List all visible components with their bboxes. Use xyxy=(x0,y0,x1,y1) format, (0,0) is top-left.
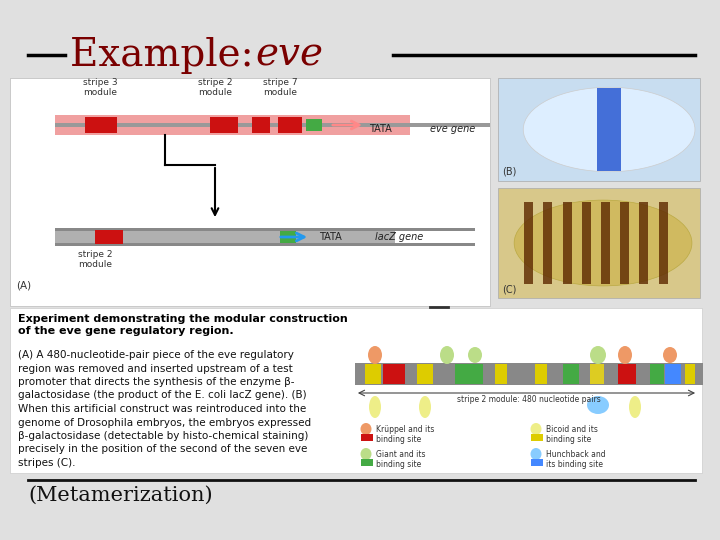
Bar xyxy=(650,364,664,384)
Bar xyxy=(361,434,373,441)
Bar xyxy=(85,117,117,133)
Ellipse shape xyxy=(440,346,454,364)
Ellipse shape xyxy=(531,423,541,435)
Text: TATA: TATA xyxy=(319,232,341,242)
Ellipse shape xyxy=(369,396,381,418)
Bar xyxy=(590,364,604,384)
Bar xyxy=(278,117,302,133)
Ellipse shape xyxy=(618,346,632,364)
Bar xyxy=(562,202,572,284)
Bar xyxy=(639,202,649,284)
Text: (B): (B) xyxy=(502,167,516,177)
Text: eve: eve xyxy=(255,37,323,73)
Text: Hunchback and
its binding site: Hunchback and its binding site xyxy=(546,450,606,469)
Bar xyxy=(531,434,543,441)
Bar xyxy=(563,364,579,384)
Text: lacZ gene: lacZ gene xyxy=(375,232,423,242)
Bar xyxy=(597,88,621,171)
Text: stripe 7
module: stripe 7 module xyxy=(263,78,297,97)
Bar xyxy=(10,78,490,306)
Text: Krüppel and its
binding site: Krüppel and its binding site xyxy=(376,425,434,444)
Ellipse shape xyxy=(629,396,641,418)
Bar xyxy=(601,202,610,284)
Text: Bicoid and its
binding site: Bicoid and its binding site xyxy=(546,425,598,444)
Bar xyxy=(524,202,534,284)
Bar xyxy=(620,202,629,284)
Ellipse shape xyxy=(361,423,372,435)
Ellipse shape xyxy=(514,200,692,286)
Bar xyxy=(306,119,322,131)
Bar xyxy=(55,243,475,246)
Text: stripes (C).: stripes (C). xyxy=(18,458,76,468)
Bar xyxy=(498,188,700,298)
Text: TATA: TATA xyxy=(369,124,392,134)
Bar xyxy=(55,115,410,135)
Text: eve gene: eve gene xyxy=(430,124,475,134)
Bar xyxy=(685,364,695,384)
Ellipse shape xyxy=(523,87,695,172)
Text: stripe 3
module: stripe 3 module xyxy=(83,78,117,97)
Bar xyxy=(55,228,395,246)
Bar xyxy=(55,228,475,231)
Ellipse shape xyxy=(587,396,609,414)
Bar xyxy=(659,202,667,284)
Ellipse shape xyxy=(468,347,482,363)
Text: (A) A 480-nucleotide-pair piece of the eve regulatory: (A) A 480-nucleotide-pair piece of the e… xyxy=(18,350,294,360)
Text: Example:: Example: xyxy=(70,37,266,73)
Bar xyxy=(582,202,591,284)
Bar xyxy=(498,78,700,181)
Text: galactosidase (the product of the E. coli lacZ gene). (B): galactosidase (the product of the E. col… xyxy=(18,390,307,401)
Text: region was removed and inserted upstream of a test: region was removed and inserted upstream… xyxy=(18,363,293,374)
Ellipse shape xyxy=(531,448,541,460)
Text: stripe 2 module: 480 nucleotide pairs: stripe 2 module: 480 nucleotide pairs xyxy=(457,395,601,404)
Text: (A): (A) xyxy=(16,280,31,290)
Bar xyxy=(531,459,543,466)
Bar xyxy=(252,117,270,133)
Ellipse shape xyxy=(361,448,372,460)
Text: β-galactosidase (detectable by histo-chemical staining): β-galactosidase (detectable by histo-che… xyxy=(18,431,308,441)
Bar xyxy=(210,117,238,133)
Text: When this artificial construct was reintroduced into the: When this artificial construct was reint… xyxy=(18,404,306,414)
Bar xyxy=(417,364,433,384)
Text: (C): (C) xyxy=(502,284,516,294)
Text: stripe 2
module: stripe 2 module xyxy=(78,250,112,269)
Bar xyxy=(361,459,373,466)
Bar xyxy=(535,364,547,384)
Bar xyxy=(544,202,552,284)
Bar xyxy=(355,363,703,385)
Ellipse shape xyxy=(663,347,677,363)
Text: (Metamerization): (Metamerization) xyxy=(28,486,212,505)
Text: promoter that directs the synthesis of the enzyme β-: promoter that directs the synthesis of t… xyxy=(18,377,294,387)
Bar xyxy=(10,308,702,473)
Bar xyxy=(280,231,296,243)
Bar xyxy=(55,123,490,127)
Text: precisely in the position of the second of the seven eve: precisely in the position of the second … xyxy=(18,444,307,455)
Bar xyxy=(618,364,636,384)
Text: genome of Drosophila embryos, the embryos expressed: genome of Drosophila embryos, the embryo… xyxy=(18,417,311,428)
Ellipse shape xyxy=(590,346,606,364)
Bar xyxy=(383,364,405,384)
Ellipse shape xyxy=(368,346,382,364)
Bar xyxy=(455,364,483,384)
Bar xyxy=(495,364,507,384)
Text: stripe 2
module: stripe 2 module xyxy=(198,78,233,97)
Text: Giant and its
binding site: Giant and its binding site xyxy=(376,450,426,469)
Bar xyxy=(665,364,681,384)
Bar xyxy=(365,364,381,384)
Text: Experiment demonstrating the modular construction
of the eve gene regulatory reg: Experiment demonstrating the modular con… xyxy=(18,314,348,335)
Bar xyxy=(95,230,123,244)
Ellipse shape xyxy=(419,396,431,418)
